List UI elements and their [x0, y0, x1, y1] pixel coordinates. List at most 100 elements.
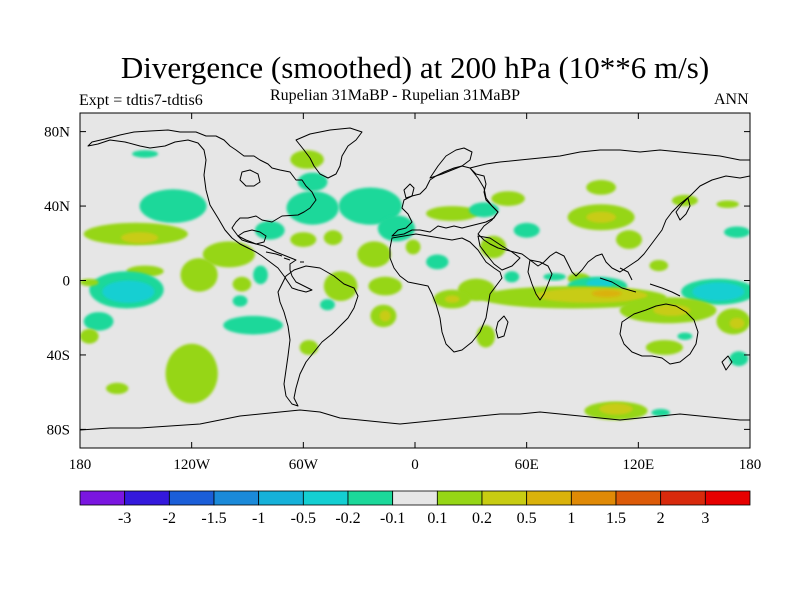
contour-region-1: [290, 150, 324, 169]
contour-region-47: [692, 282, 745, 302]
contour-region-8: [469, 202, 499, 218]
contour-region-56: [729, 317, 745, 329]
contour-region-54: [653, 304, 691, 316]
period-label: ANN: [714, 91, 749, 108]
coast-antarctica: [80, 409, 750, 431]
contour-region-17: [290, 232, 317, 248]
y-tick-label-1: 40N: [44, 199, 70, 215]
colorbar-label-0: -3: [118, 510, 131, 527]
colorbar-label-1: -2: [163, 510, 176, 527]
coast-new-zealand: [721, 355, 733, 371]
coast-india: [527, 259, 553, 301]
coast-greenland: [295, 127, 363, 179]
contour-region-25: [586, 211, 616, 223]
contour-region-21: [426, 254, 449, 270]
coast-british-isles: [403, 183, 415, 199]
colorbar-swatch-13: [660, 490, 706, 506]
contour-region-34: [253, 265, 268, 285]
contour-region-23: [513, 222, 540, 238]
map-plot-area: [79, 112, 751, 449]
contour-region-14: [121, 232, 159, 244]
coast-australia: [619, 303, 699, 365]
colorbar-swatch-10: [526, 490, 572, 506]
colorbar-label-4: -0.5: [291, 510, 316, 527]
contour-region-26: [724, 226, 750, 238]
x-tick-label-6: 180: [739, 457, 762, 473]
coast-scandinavia: [429, 147, 473, 179]
colorbar: -3 -2 -1.5 -1 -0.5 -0.2 -0.1 0.1 0.2 0.5 1 1.5 2 3: [79, 490, 751, 527]
contour-region-4: [286, 191, 339, 225]
colorbar-swatch-3: [213, 490, 260, 506]
contour-region-7: [426, 206, 479, 221]
contour-region-22: [480, 235, 507, 259]
contour-region-66: [729, 351, 749, 367]
colorbar-swatch-12: [615, 490, 662, 506]
contour-region-18: [323, 230, 343, 246]
contour-region-67: [165, 343, 218, 404]
contour-region-20: [405, 239, 421, 255]
contour-region-12: [716, 200, 739, 208]
chart-title: Divergence (smoothed) at 200 hPa (10**6 …: [120, 50, 710, 85]
contour-region-28: [616, 230, 642, 249]
map-axes: 180 120W 60W 0 60E 120E 180 80N 40N 0 40S 80S: [44, 113, 761, 473]
contour-region-3: [139, 189, 207, 223]
contour-region-61: [223, 315, 283, 335]
colorbar-label-10: 1: [567, 510, 575, 527]
coast-africa: [389, 233, 503, 353]
contour-region-33: [180, 258, 218, 292]
experiment-label: Expt = tdtis7-tdtis6: [79, 92, 203, 109]
colorbar-label-12: 2: [657, 510, 665, 527]
x-tick-label-0: 180: [69, 457, 92, 473]
colorbar-label-13: 3: [701, 510, 709, 527]
contour-region-5: [338, 187, 402, 225]
contour-region-2: [297, 172, 328, 192]
chart-subtitle: Rupelian 31MaBP - Rupelian 31MaBP: [270, 87, 521, 104]
coast-madagascar: [495, 315, 509, 339]
contour-region-42: [543, 273, 566, 281]
coast-gulf-mexico: [237, 229, 267, 245]
contour-region-6: [377, 215, 415, 242]
x-tick-label-3: 0: [411, 457, 419, 473]
contour-region-36: [232, 295, 248, 307]
coast-caribbean-islands: [265, 251, 304, 263]
contour-region-58: [379, 310, 391, 322]
contour-region-38: [320, 299, 335, 311]
coast-japan: [675, 197, 691, 221]
coast-indonesia: [599, 267, 681, 297]
contour-region-41: [504, 271, 520, 283]
colorbar-swatch-6: [347, 490, 394, 506]
x-tick-label-4: 60E: [515, 457, 539, 473]
colorbar-label-6: -0.1: [380, 510, 405, 527]
colorbar-swatch-14: [704, 490, 751, 506]
contour-region-59: [83, 312, 114, 331]
contour-region-68: [106, 382, 129, 394]
colorbar-label-2: -1.5: [201, 510, 226, 527]
colorbar-swatch-9: [481, 490, 528, 506]
contour-region-37: [323, 271, 358, 301]
colorbar-label-7: 0.1: [427, 510, 447, 527]
x-tick-label-2: 60W: [289, 457, 319, 473]
contour-region-10: [586, 180, 616, 195]
contour-region-32: [80, 278, 99, 287]
colorbar-label-3: -1: [252, 510, 265, 527]
contour-region-19: [357, 241, 391, 268]
colorbar-swatch-8: [436, 490, 483, 506]
contour-region-49: [444, 295, 460, 303]
colorbar-swatch-5: [302, 490, 349, 506]
contour-region-52: [591, 289, 622, 298]
contour-region-63: [476, 325, 496, 348]
contour-region-15: [202, 241, 255, 268]
contour-region-35: [232, 276, 252, 292]
colorbar-label-9: 0.5: [517, 510, 537, 527]
y-tick-label-4: 80S: [47, 422, 70, 438]
contour-region-29: [649, 260, 669, 272]
contour-regions: [80, 150, 750, 421]
contour-region-60: [80, 328, 99, 344]
coast-arabia: [477, 235, 521, 271]
colorbar-swatch-7: [392, 490, 438, 506]
x-tick-label-5: 120E: [622, 457, 654, 473]
coast-asia: [469, 149, 750, 277]
y-tick-label-2: 0: [63, 274, 71, 290]
contour-region-0: [132, 150, 159, 158]
contour-region-39: [368, 276, 403, 296]
